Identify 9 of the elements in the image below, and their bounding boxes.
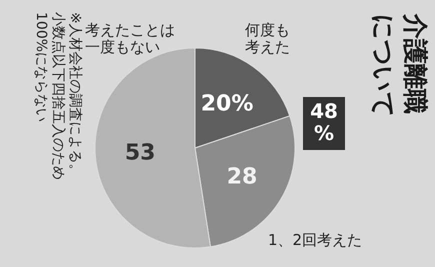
slice-label: 何度も考えた bbox=[245, 21, 290, 56]
data-label: 20% bbox=[200, 91, 254, 116]
text: 48% bbox=[310, 99, 338, 145]
text: 介護離職について bbox=[369, 13, 430, 118]
text: ※人材会社の調査による。小数点以下四捨五入のため100%にならない bbox=[33, 12, 83, 180]
slice-label: 1、2回考えた bbox=[268, 231, 362, 249]
data-label: 28 bbox=[226, 164, 258, 190]
slice-label: 考えたことは一度もない bbox=[85, 21, 175, 56]
data-label: 53 bbox=[124, 140, 156, 166]
